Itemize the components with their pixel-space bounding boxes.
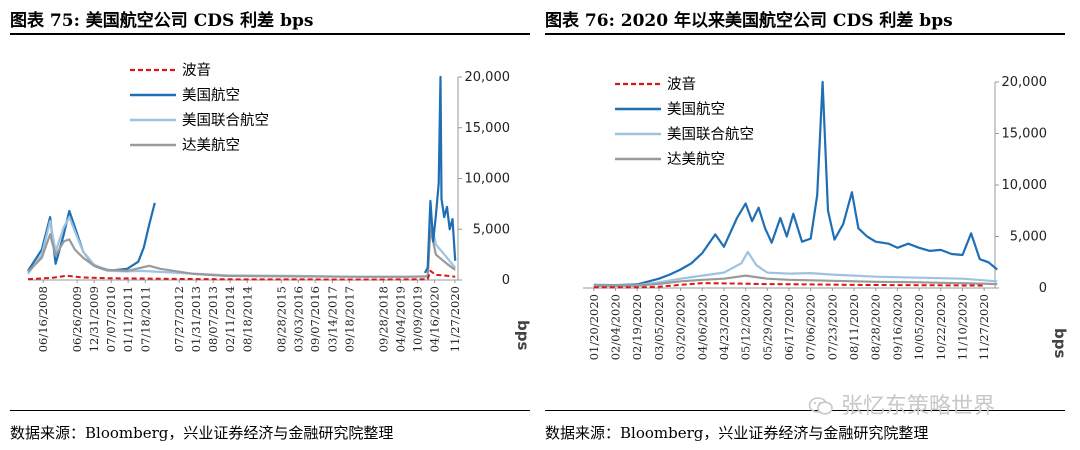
x-tick-label: 04/16/2020	[428, 286, 442, 352]
x-tick-label: 10/09/2019	[410, 286, 424, 352]
y-tick-label: 0	[502, 273, 510, 288]
x-tick-label: 09/16/2020	[890, 294, 904, 360]
x-tick-label: 07/27/2012	[172, 286, 186, 352]
legend-label: 波音	[182, 62, 211, 79]
series-line-united	[27, 216, 457, 278]
title-rule	[10, 33, 530, 35]
x-tick-label: 06/26/2009	[70, 286, 84, 352]
y-tick-label: 5,000	[473, 222, 510, 237]
source-rule	[545, 410, 1065, 411]
source-note: 数据来源：Bloomberg，兴业证券经济与金融研究院整理	[10, 424, 394, 442]
legend-label: 美国联合航空	[182, 112, 269, 129]
x-tick-label: 11/27/2020	[448, 286, 462, 352]
chart-title: 图表 75: 美国航空公司 CDS 利差 bps	[10, 11, 314, 31]
series-line-american	[593, 80, 998, 287]
source-rule	[10, 410, 530, 411]
legend-label: 美国航空	[667, 101, 725, 118]
watermark-text: 张忆东策略世界	[841, 394, 996, 419]
legend-label: 美国联合航空	[667, 126, 754, 143]
x-tick-label: 09/18/2017	[342, 286, 356, 352]
title-rule	[545, 33, 1065, 35]
x-tick-label: 08/11/2020	[847, 294, 861, 360]
x-tick-label: 04/23/2020	[717, 294, 731, 360]
x-tick-label: 02/04/2020	[609, 294, 623, 360]
y-tick-label: 10,000	[1002, 178, 1048, 193]
x-tick-label: 03/20/2020	[674, 294, 688, 360]
series-line-american	[423, 75, 457, 274]
y-tick-label: 5,000	[1010, 230, 1047, 245]
series-line-boeing	[593, 282, 985, 289]
x-tick-label: 01/31/2013	[189, 286, 203, 352]
series-line-delta	[593, 274, 998, 287]
y-tick-label: 0	[1039, 281, 1047, 296]
y-tick-label: 20,000	[1002, 75, 1048, 90]
x-tick-label: 11/27/2020	[977, 294, 991, 360]
source-note: 数据来源：Bloomberg，兴业证券经济与金融研究院整理	[545, 424, 929, 442]
x-tick-label: 03/03/2016	[291, 286, 305, 352]
x-tick-label: 08/18/2014	[240, 286, 254, 352]
y-tick-label: 15,000	[1002, 127, 1048, 142]
x-tick-label: 07/18/2011	[138, 286, 152, 352]
x-tick-label: 07/23/2020	[825, 294, 839, 360]
x-tick-label: 11/10/2020	[955, 294, 969, 360]
watermark: 张忆东策略世界	[808, 388, 995, 420]
x-tick-label: 01/11/2011	[121, 286, 135, 352]
chart-panel-right: 图表 76: 2020 年以来美国航空公司 CDS 利差 bps 0 5,000 1…	[545, 0, 1069, 450]
x-tick-label: 07/06/2020	[804, 294, 818, 360]
x-tick-label: 06/17/2020	[782, 294, 796, 360]
x-tick-label: 09/07/2016	[308, 286, 322, 352]
cds-spread-chart-2008-2020: 0 5,000 10,000 15,000 20,000 bps 06/16/2008 06/…	[27, 62, 532, 352]
legend-label: 美国航空	[182, 87, 240, 104]
chart-title: 图表 76: 2020 年以来美国航空公司 CDS 利差 bps	[545, 11, 953, 31]
y-axis-label: bps	[514, 320, 532, 350]
y-axis-label: bps	[1051, 328, 1069, 358]
x-tick-label: 03/05/2020	[652, 294, 666, 360]
series-line-united	[593, 250, 998, 287]
x-tick-label: 04/06/2020	[695, 294, 709, 360]
series-line-boeing	[27, 269, 456, 281]
x-tick-label: 10/05/2020	[912, 294, 926, 360]
x-tick-label: 09/28/2018	[376, 286, 390, 352]
x-tick-label: 04/04/2019	[393, 286, 407, 352]
legend-label: 波音	[667, 76, 696, 93]
chart-panel-left: 图表 75: 美国航空公司 CDS 利差 bps 0 5,000 10,000 15,…	[10, 0, 532, 450]
y-tick-label: 15,000	[465, 121, 511, 136]
x-tick-label: 08/28/2020	[869, 294, 883, 360]
legend-label: 达美航空	[182, 137, 240, 154]
x-tick-label: 10/22/2020	[934, 294, 948, 360]
y-tick-label: 10,000	[465, 172, 511, 187]
wechat-icon	[808, 397, 833, 415]
x-tick-label: 12/31/2009	[87, 286, 101, 352]
x-tick-label: 03/14/2017	[325, 286, 339, 352]
x-tick-label: 06/16/2008	[36, 286, 50, 352]
x-tick-label: 07/07/2010	[104, 286, 118, 352]
x-tick-label: 05/29/2020	[760, 294, 774, 360]
x-tick-label: 01/20/2020	[587, 294, 601, 360]
series-line-delta	[27, 228, 456, 278]
cds-spread-chart-2020: 0 5,000 10,000 15,000 20,000 bps 01/20/2020 02/…	[583, 75, 1069, 360]
x-tick-label: 08/28/2015	[274, 286, 288, 352]
y-tick-label: 20,000	[465, 70, 511, 85]
x-tick-label: 02/19/2020	[630, 294, 644, 360]
legend-label: 达美航空	[667, 151, 725, 168]
x-tick-label: 02/11/2014	[223, 286, 237, 352]
x-tick-label: 08/07/2013	[206, 286, 220, 352]
x-tick-label: 05/12/2020	[739, 294, 753, 360]
